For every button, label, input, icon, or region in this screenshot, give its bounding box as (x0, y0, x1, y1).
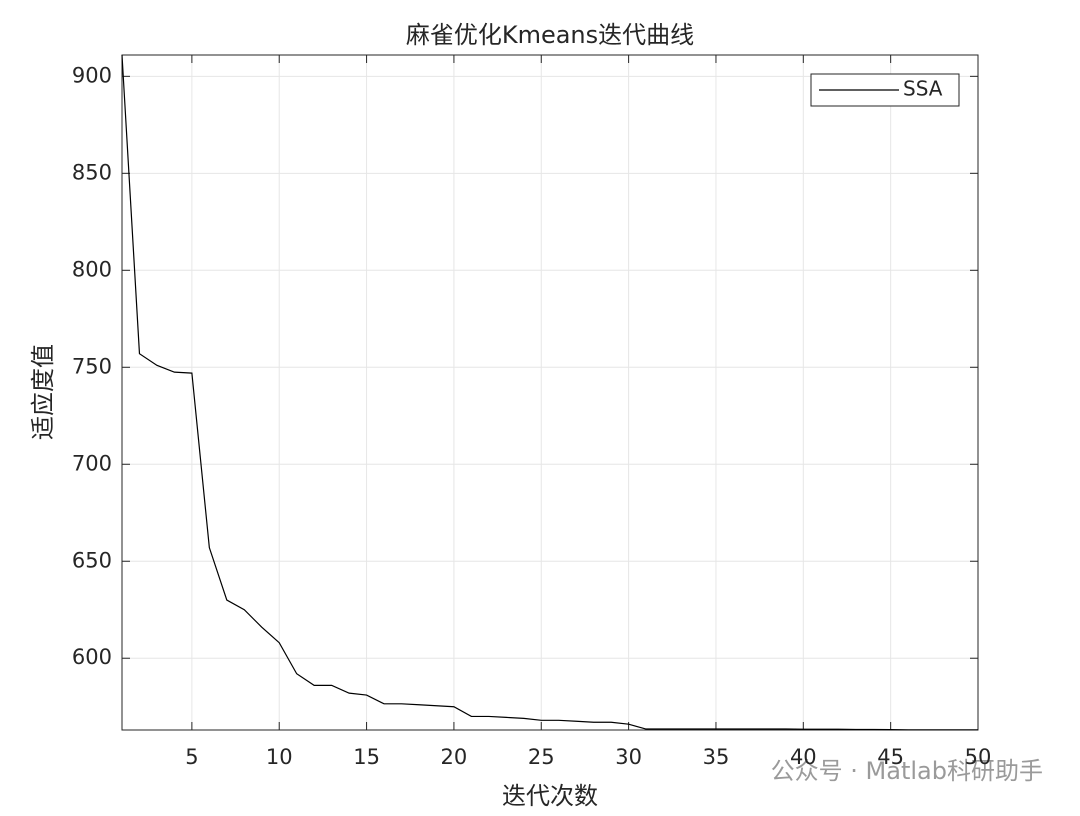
data-line (121, 54, 978, 731)
y-axis-label: 适应度值 (29, 344, 57, 440)
x-tick-label: 10 (266, 745, 293, 769)
x-tick-label: 15 (353, 745, 380, 769)
axes-box (121, 54, 979, 731)
x-tick-label: 25 (528, 745, 555, 769)
chart-title: 麻雀优化Kmeans迭代曲线 (406, 21, 694, 49)
x-tick-label: 20 (441, 745, 468, 769)
x-tick-label: 30 (615, 745, 642, 769)
y-tick-label: 800 (72, 257, 112, 281)
y-tick-label: 900 (72, 63, 112, 87)
y-tick-label: 700 (72, 451, 112, 475)
x-tick-label: 40 (790, 745, 817, 769)
x-tick-label: 35 (703, 745, 730, 769)
y-tick-label: 750 (72, 354, 112, 378)
x-tick-label: 45 (877, 745, 904, 769)
x-tick-label: 50 (965, 745, 992, 769)
y-tick-label: 850 (72, 160, 112, 184)
x-tick-label: 5 (185, 745, 198, 769)
legend-label: SSA (903, 77, 943, 101)
x-axis-label: 迭代次数 (502, 782, 598, 810)
watermark: 公众号 · Matlab科研助手 (771, 757, 1043, 785)
y-tick-label: 600 (72, 645, 112, 669)
y-tick-label: 650 (72, 548, 112, 572)
